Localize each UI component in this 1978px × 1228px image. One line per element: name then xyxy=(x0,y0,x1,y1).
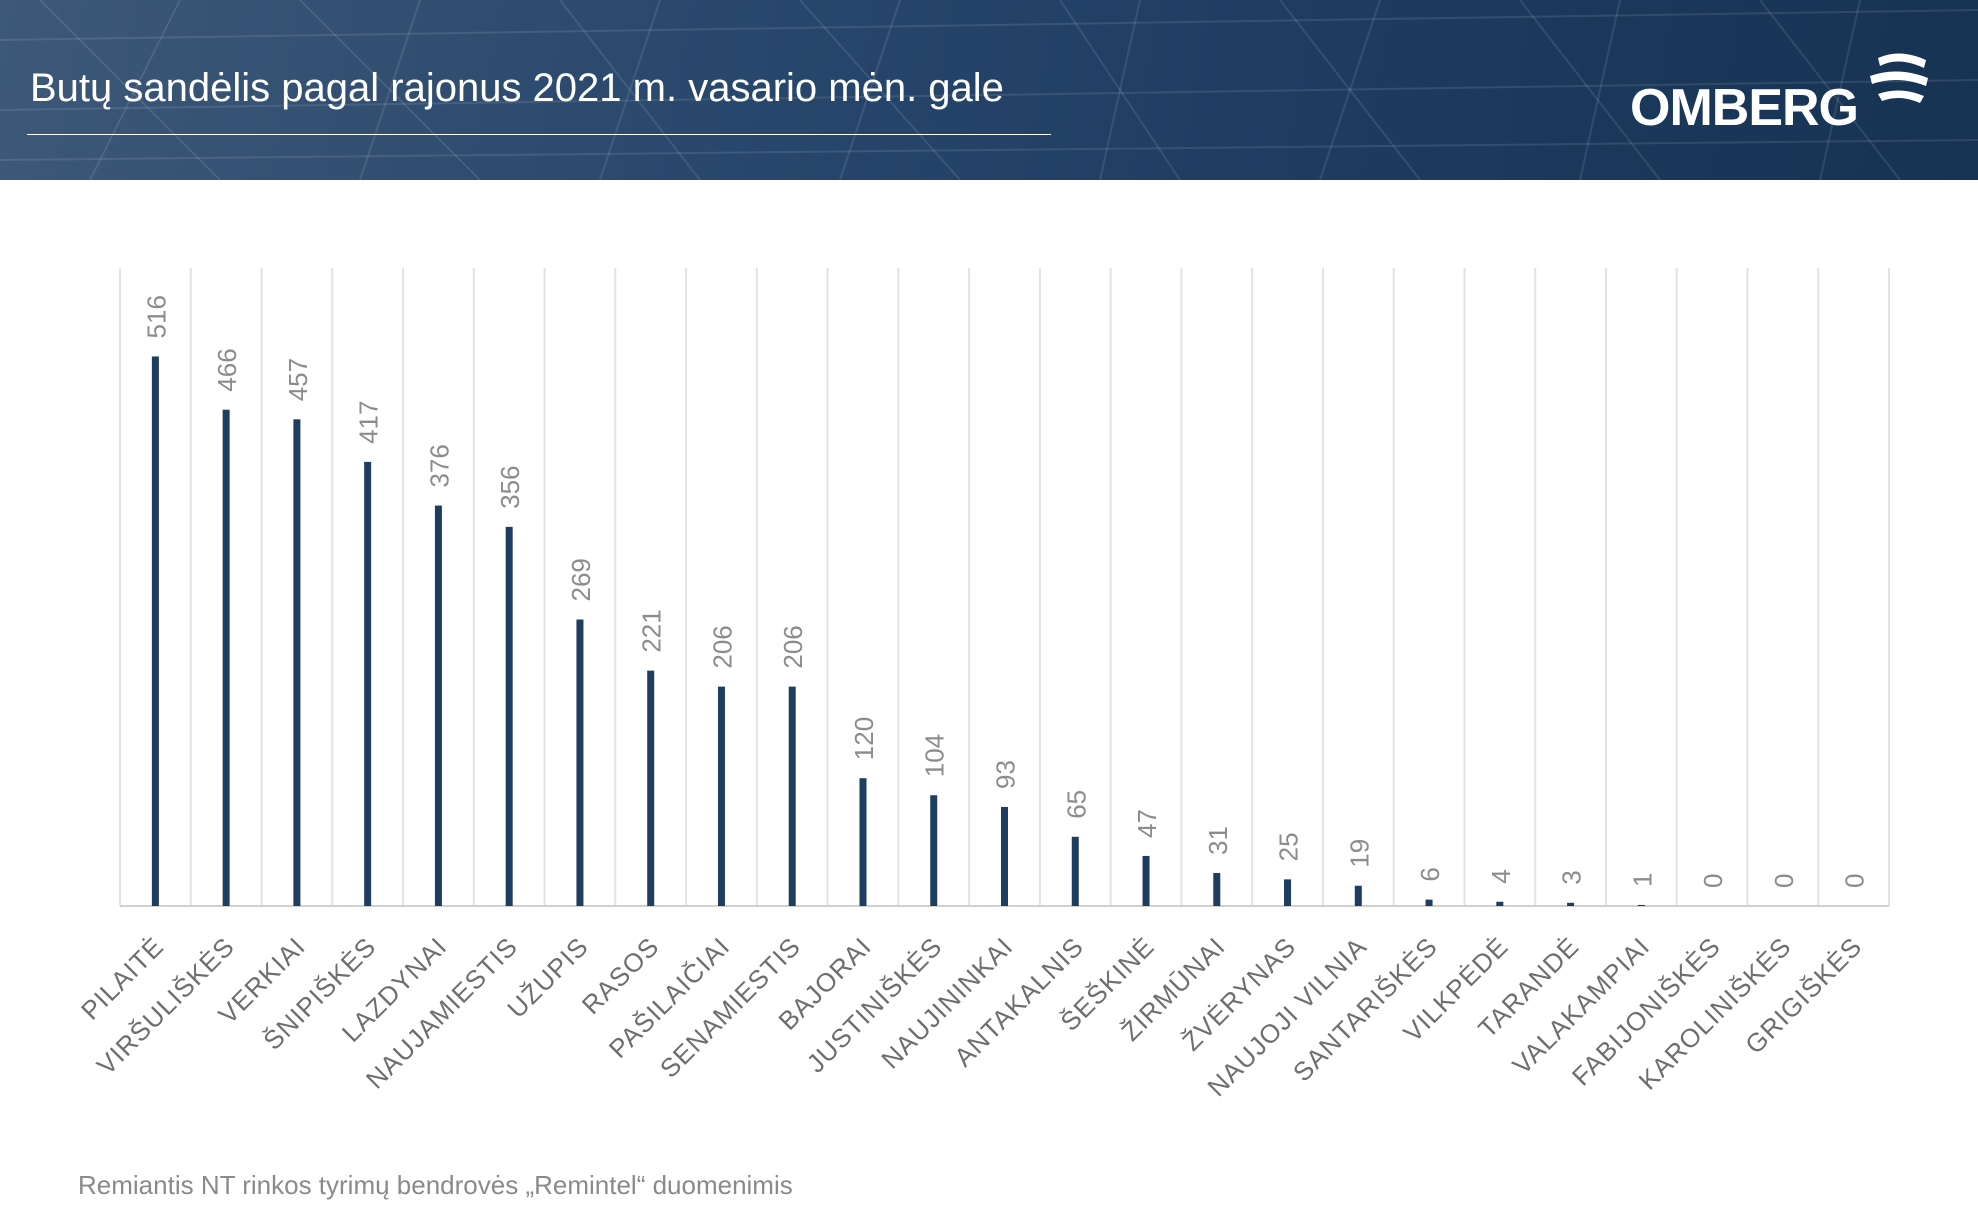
header-pattern-line xyxy=(1059,0,1181,180)
logo-swoosh-icon xyxy=(1870,53,1928,103)
data-label: 0 xyxy=(1769,874,1799,888)
data-label: 120 xyxy=(849,717,879,760)
data-label: 206 xyxy=(707,625,737,668)
header-pattern-line xyxy=(0,79,1978,111)
bar xyxy=(1567,902,1575,906)
header-pattern-line xyxy=(1579,0,1621,180)
data-label: 376 xyxy=(424,444,454,487)
bar xyxy=(1496,901,1504,906)
bar xyxy=(1284,879,1292,906)
data-label: 25 xyxy=(1274,832,1304,861)
data-label: 356 xyxy=(495,465,525,508)
header-pattern-line xyxy=(559,0,701,180)
source-note: Remiantis NT rinkos tyrimų bendrovės „Re… xyxy=(78,1170,793,1200)
header-pattern-line xyxy=(1759,0,1901,180)
header-pattern-line xyxy=(359,0,421,180)
logo-text: OMBERG xyxy=(1630,79,1859,137)
data-label: 417 xyxy=(354,401,384,444)
header-background-pattern xyxy=(0,0,1978,180)
data-label: 221 xyxy=(637,609,667,652)
header-pattern-line xyxy=(1099,0,1141,180)
header-banner: Butų sandėlis pagal rajonus 2021 m. vasa… xyxy=(0,0,1978,180)
data-label: 47 xyxy=(1132,809,1162,838)
bar xyxy=(1071,836,1079,906)
bar xyxy=(1213,872,1221,906)
bar xyxy=(364,461,372,906)
data-label: 3 xyxy=(1557,870,1587,884)
omberg-logo: OMBERG xyxy=(1630,48,1930,138)
bar xyxy=(930,795,938,906)
header-pattern-line xyxy=(0,9,1978,41)
data-label: 31 xyxy=(1203,826,1233,855)
header-pattern-line xyxy=(1519,0,1661,180)
header-pattern-line xyxy=(1319,0,1381,180)
header-pattern-line xyxy=(1279,0,1421,180)
bar xyxy=(505,526,513,906)
data-label: 466 xyxy=(212,348,242,391)
bar xyxy=(1001,806,1008,906)
header-pattern-line xyxy=(599,0,661,180)
header-pattern-line xyxy=(1819,0,1861,180)
bar xyxy=(293,419,301,906)
header-pattern-line xyxy=(39,0,221,180)
bar xyxy=(151,356,159,907)
bar xyxy=(717,686,725,906)
header-pattern-line xyxy=(799,0,961,180)
title-underline xyxy=(27,134,1051,135)
bar xyxy=(1142,855,1150,906)
data-label: 0 xyxy=(1698,874,1728,888)
data-label: 93 xyxy=(991,760,1021,789)
bar xyxy=(576,619,584,906)
data-label: 19 xyxy=(1344,839,1374,868)
bar xyxy=(859,778,867,906)
data-label: 1 xyxy=(1627,872,1657,886)
data-label: 269 xyxy=(566,558,596,601)
header-line-group xyxy=(0,0,1978,180)
bar xyxy=(647,670,655,906)
bar xyxy=(222,409,230,906)
bar xyxy=(1354,885,1362,906)
data-label: 457 xyxy=(283,358,313,401)
header-pattern-line xyxy=(839,0,901,180)
data-label: 516 xyxy=(141,295,171,338)
bar xyxy=(1425,899,1433,906)
bar xyxy=(788,686,796,906)
data-label: 0 xyxy=(1840,874,1870,888)
data-label: 6 xyxy=(1415,867,1445,881)
header-pattern-line xyxy=(89,0,181,180)
data-label: 65 xyxy=(1061,790,1091,819)
page-title: Butų sandėlis pagal rajonus 2021 m. vasa… xyxy=(30,66,1004,110)
data-label: 4 xyxy=(1486,869,1516,883)
header-pattern-line xyxy=(299,0,481,180)
data-label: 206 xyxy=(778,625,808,668)
header-pattern-line xyxy=(0,139,1978,161)
bar xyxy=(1637,904,1645,906)
bar xyxy=(434,505,442,906)
data-label: 104 xyxy=(920,734,950,777)
